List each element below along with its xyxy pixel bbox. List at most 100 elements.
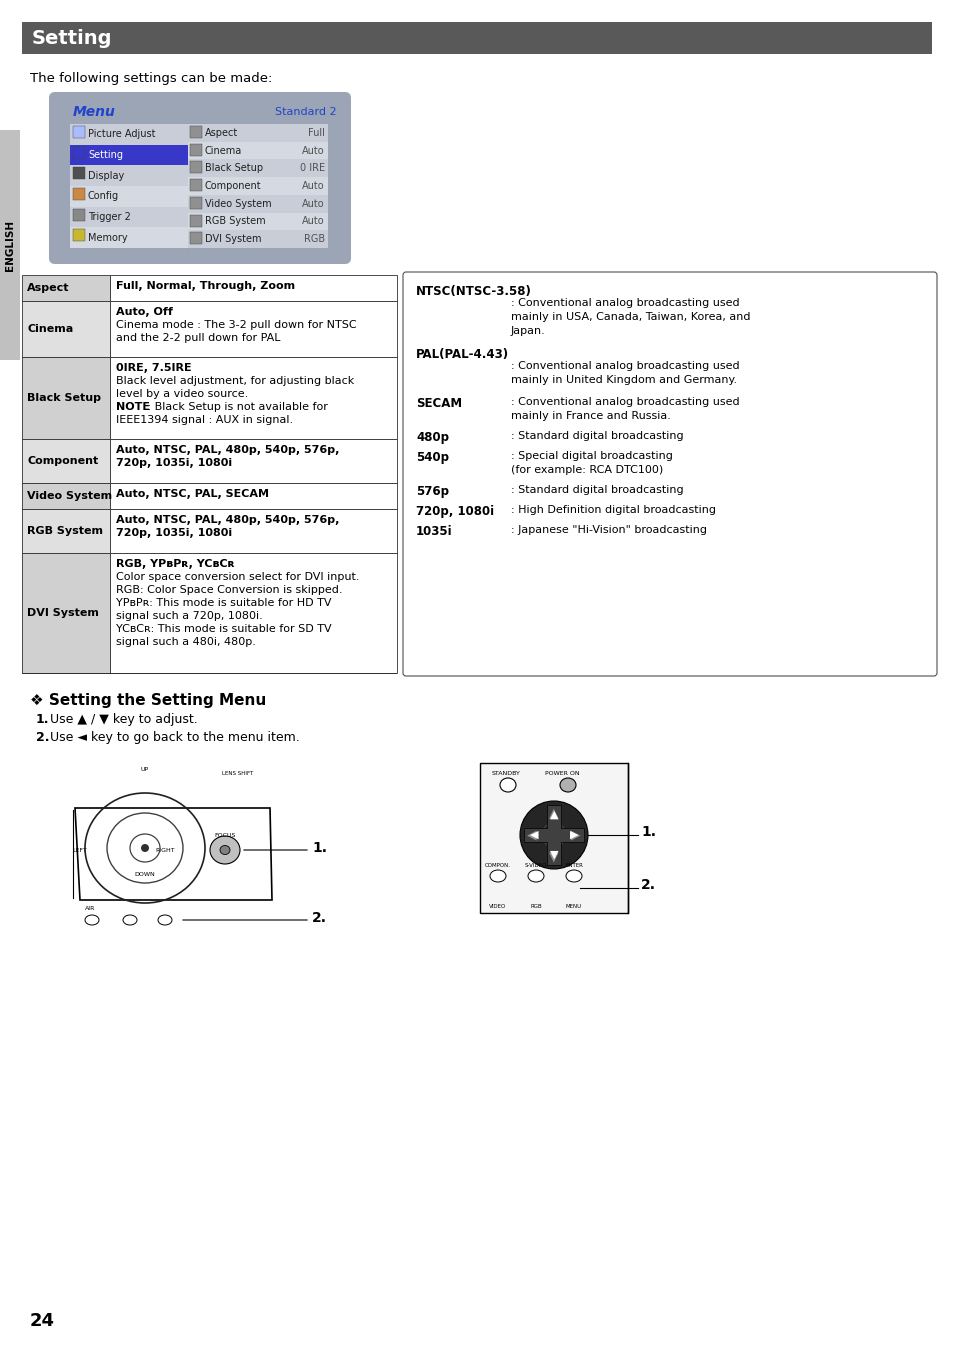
Bar — [22, 553, 110, 673]
Text: POWER ON: POWER ON — [544, 771, 579, 775]
Bar — [479, 763, 627, 913]
Text: 2.: 2. — [640, 878, 656, 892]
Text: : Standard digital broadcasting: : Standard digital broadcasting — [511, 431, 683, 440]
Text: ▲: ▲ — [549, 807, 558, 820]
Bar — [70, 145, 188, 165]
Text: Cinema: Cinema — [27, 324, 73, 334]
Text: ▶: ▶ — [571, 828, 580, 842]
Bar — [190, 143, 202, 155]
Text: Auto, NTSC, PAL, 480p, 540p, 576p,: Auto, NTSC, PAL, 480p, 540p, 576p, — [116, 515, 339, 526]
Text: 720p, 1035i, 1080i: 720p, 1035i, 1080i — [116, 528, 232, 538]
Text: DVI System: DVI System — [205, 234, 261, 245]
Text: RGB: RGB — [304, 234, 325, 245]
Bar — [110, 439, 396, 484]
Bar — [190, 126, 202, 138]
Ellipse shape — [519, 801, 587, 869]
Bar — [70, 207, 188, 227]
Text: RGB: RGB — [530, 904, 541, 909]
Bar — [22, 509, 110, 553]
Bar — [110, 276, 396, 301]
Ellipse shape — [220, 846, 230, 854]
Text: UP: UP — [141, 767, 149, 771]
Text: PAL(PAL-4.43): PAL(PAL-4.43) — [416, 349, 509, 361]
Ellipse shape — [527, 870, 543, 882]
FancyBboxPatch shape — [402, 272, 936, 676]
Text: ▶: ▶ — [569, 830, 578, 840]
Bar — [110, 484, 396, 509]
Text: Full: Full — [308, 128, 325, 138]
Text: MENU: MENU — [565, 904, 581, 909]
Text: Auto: Auto — [302, 146, 325, 155]
Text: ◀: ◀ — [529, 830, 537, 840]
Bar — [70, 124, 188, 145]
Ellipse shape — [210, 836, 240, 865]
Text: Auto, Off: Auto, Off — [116, 307, 172, 317]
Text: : Conventional analog broadcasting used: : Conventional analog broadcasting used — [511, 361, 739, 372]
Text: Use ▲ / ▼ key to adjust.: Use ▲ / ▼ key to adjust. — [50, 713, 197, 725]
Bar — [73, 168, 85, 180]
Text: IEEE1394 signal : AUX in signal.: IEEE1394 signal : AUX in signal. — [116, 415, 293, 426]
Text: 0IRE, 7.5IRE: 0IRE, 7.5IRE — [116, 363, 192, 373]
Bar — [188, 177, 328, 195]
Bar — [22, 22, 931, 54]
Text: 2.: 2. — [36, 731, 50, 744]
Ellipse shape — [85, 915, 99, 925]
Bar — [188, 124, 328, 142]
Bar — [190, 161, 202, 173]
Bar — [190, 197, 202, 209]
Text: COMPON.: COMPON. — [484, 863, 511, 867]
Ellipse shape — [141, 844, 149, 852]
Bar — [73, 188, 85, 200]
Text: ENGLISH: ENGLISH — [5, 219, 15, 270]
Text: Setting: Setting — [88, 150, 123, 159]
Text: RGB, YPʙPʀ, YCʙCʀ: RGB, YPʙPʀ, YCʙCʀ — [116, 559, 234, 569]
Text: ENTER: ENTER — [564, 863, 582, 867]
Text: : Black Setup is not available for: : Black Setup is not available for — [144, 403, 328, 412]
Text: Full, Normal, Through, Zoom: Full, Normal, Through, Zoom — [116, 281, 294, 290]
Bar — [70, 165, 188, 186]
Bar — [188, 212, 328, 230]
Text: Cinema: Cinema — [205, 146, 242, 155]
Text: Cinema mode : The 3-2 pull down for NTSC: Cinema mode : The 3-2 pull down for NTSC — [116, 320, 356, 330]
Text: AIR: AIR — [85, 907, 95, 911]
Text: Standard 2: Standard 2 — [275, 107, 336, 118]
Text: Black level adjustment, for adjusting black: Black level adjustment, for adjusting bl… — [116, 376, 354, 386]
Text: 1.: 1. — [36, 713, 50, 725]
Text: 1.: 1. — [640, 825, 656, 839]
Text: Auto: Auto — [302, 216, 325, 227]
Text: : High Definition digital broadcasting: : High Definition digital broadcasting — [511, 505, 716, 515]
Ellipse shape — [499, 778, 516, 792]
Text: Config: Config — [88, 192, 119, 201]
Text: DOWN: DOWN — [134, 871, 155, 877]
Ellipse shape — [158, 915, 172, 925]
Text: Trigger 2: Trigger 2 — [88, 212, 131, 222]
Text: Use ◄ key to go back to the menu item.: Use ◄ key to go back to the menu item. — [50, 731, 299, 744]
Text: RIGHT: RIGHT — [155, 847, 174, 852]
Text: : Standard digital broadcasting: : Standard digital broadcasting — [511, 485, 683, 494]
Text: Menu: Menu — [73, 105, 115, 119]
Bar — [22, 439, 110, 484]
Text: ▲: ▲ — [549, 811, 558, 820]
Bar — [22, 301, 110, 357]
Text: Setting: Setting — [32, 28, 112, 47]
Text: SECAM: SECAM — [416, 397, 461, 409]
Text: 480p: 480p — [416, 431, 449, 444]
Text: Japan.: Japan. — [511, 326, 545, 336]
Bar — [22, 357, 110, 439]
Text: RGB: Color Space Conversion is skipped.: RGB: Color Space Conversion is skipped. — [116, 585, 342, 594]
Bar — [110, 301, 396, 357]
Text: ▼: ▼ — [549, 850, 558, 861]
Bar — [22, 484, 110, 509]
Bar — [73, 230, 85, 242]
Text: Memory: Memory — [88, 232, 128, 243]
Text: FOCUS: FOCUS — [214, 834, 235, 838]
Text: NOTE: NOTE — [116, 403, 150, 412]
Bar — [70, 124, 328, 249]
Text: Picture Adjust: Picture Adjust — [88, 130, 155, 139]
Text: and the 2-2 pull down for PAL: and the 2-2 pull down for PAL — [116, 332, 280, 343]
Text: Black Setup: Black Setup — [205, 163, 263, 173]
Text: S-VIDEO: S-VIDEO — [524, 863, 547, 867]
Text: : Special digital broadcasting: : Special digital broadcasting — [511, 451, 672, 461]
Text: VIDEO: VIDEO — [489, 904, 506, 909]
Bar — [188, 195, 328, 212]
